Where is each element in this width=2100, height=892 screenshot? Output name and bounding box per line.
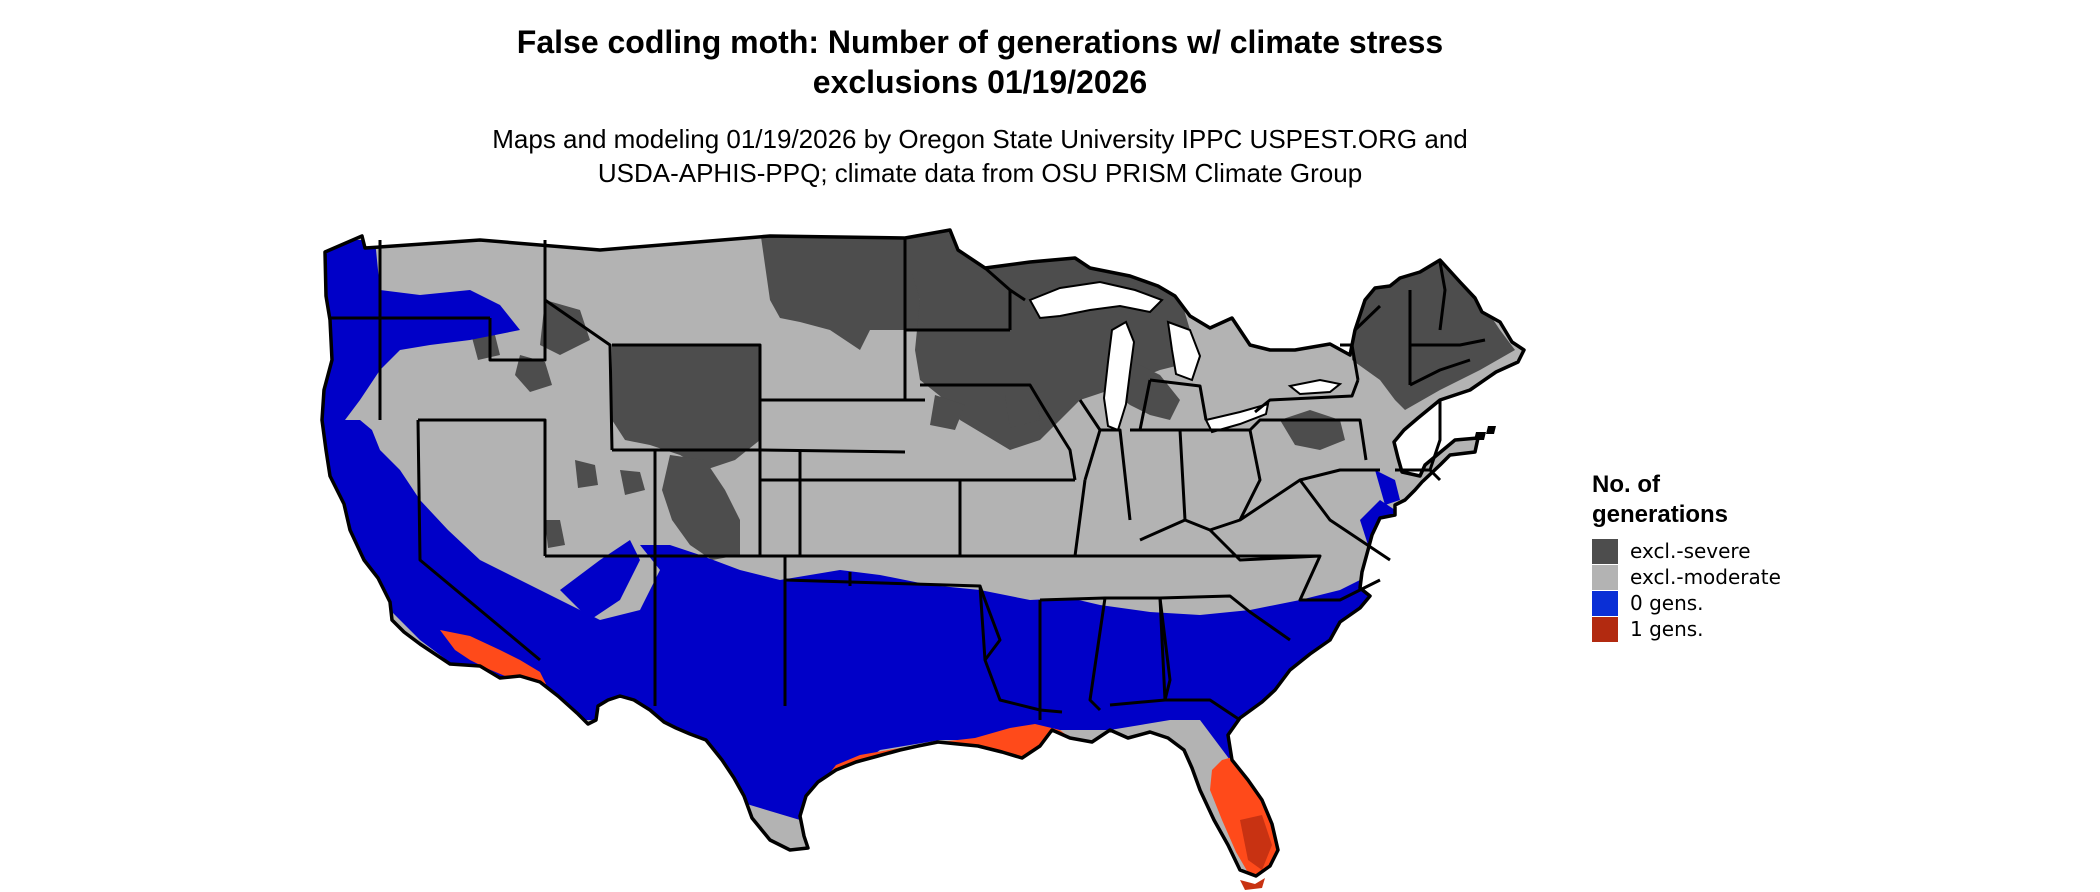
legend-label: excl.-moderate xyxy=(1630,565,1781,589)
legend: No. of generations excl.-severe excl.-mo… xyxy=(1592,470,1781,642)
lake-michigan xyxy=(1102,320,1136,432)
coastal-islands xyxy=(1240,426,1496,890)
legend-swatch xyxy=(1592,590,1618,616)
legend-swatch xyxy=(1592,616,1618,642)
legend-swatch xyxy=(1592,538,1618,564)
legend-label: 0 gens. xyxy=(1630,591,1704,615)
lake-erie xyxy=(1204,402,1270,434)
state-borders xyxy=(330,238,1486,722)
map-title-line-1: False codling moth: Number of generation… xyxy=(516,24,1444,60)
legend-title-line-2: generations xyxy=(1592,501,1729,528)
lake-superior xyxy=(1028,280,1164,320)
legend-label: excl.-severe xyxy=(1630,539,1751,563)
map-title-line-2: exclusions 01/19/2026 xyxy=(812,64,1148,100)
legend-swatch xyxy=(1592,564,1618,590)
legend-items: excl.-severe excl.-moderate 0 gens. 1 ge… xyxy=(1592,538,1781,642)
lake-ontario xyxy=(1287,378,1343,396)
legend-label: 1 gens. xyxy=(1630,617,1704,641)
legend-title: No. of generations xyxy=(1592,470,1781,530)
map-subtitle-line-1: Maps and modeling 01/19/2026 by Oregon S… xyxy=(492,124,1468,154)
map-title: False codling moth: Number of generation… xyxy=(340,22,1620,102)
legend-title-line-1: No. of xyxy=(1592,471,1660,498)
legend-item-excl-moderate: excl.-moderate xyxy=(1592,564,1781,590)
lake-huron xyxy=(1166,320,1202,382)
region-0-gens xyxy=(322,240,1400,820)
map-subtitle: Maps and modeling 01/19/2026 by Oregon S… xyxy=(340,122,1620,190)
legend-item-0-gens: 0 gens. xyxy=(1592,590,1781,616)
legend-item-1-gens: 1 gens. xyxy=(1592,616,1781,642)
legend-item-excl-severe: excl.-severe xyxy=(1592,538,1781,564)
map-subtitle-line-2: USDA-APHIS-PPQ; climate data from OSU PR… xyxy=(597,158,1363,188)
great-lakes xyxy=(1028,280,1343,434)
